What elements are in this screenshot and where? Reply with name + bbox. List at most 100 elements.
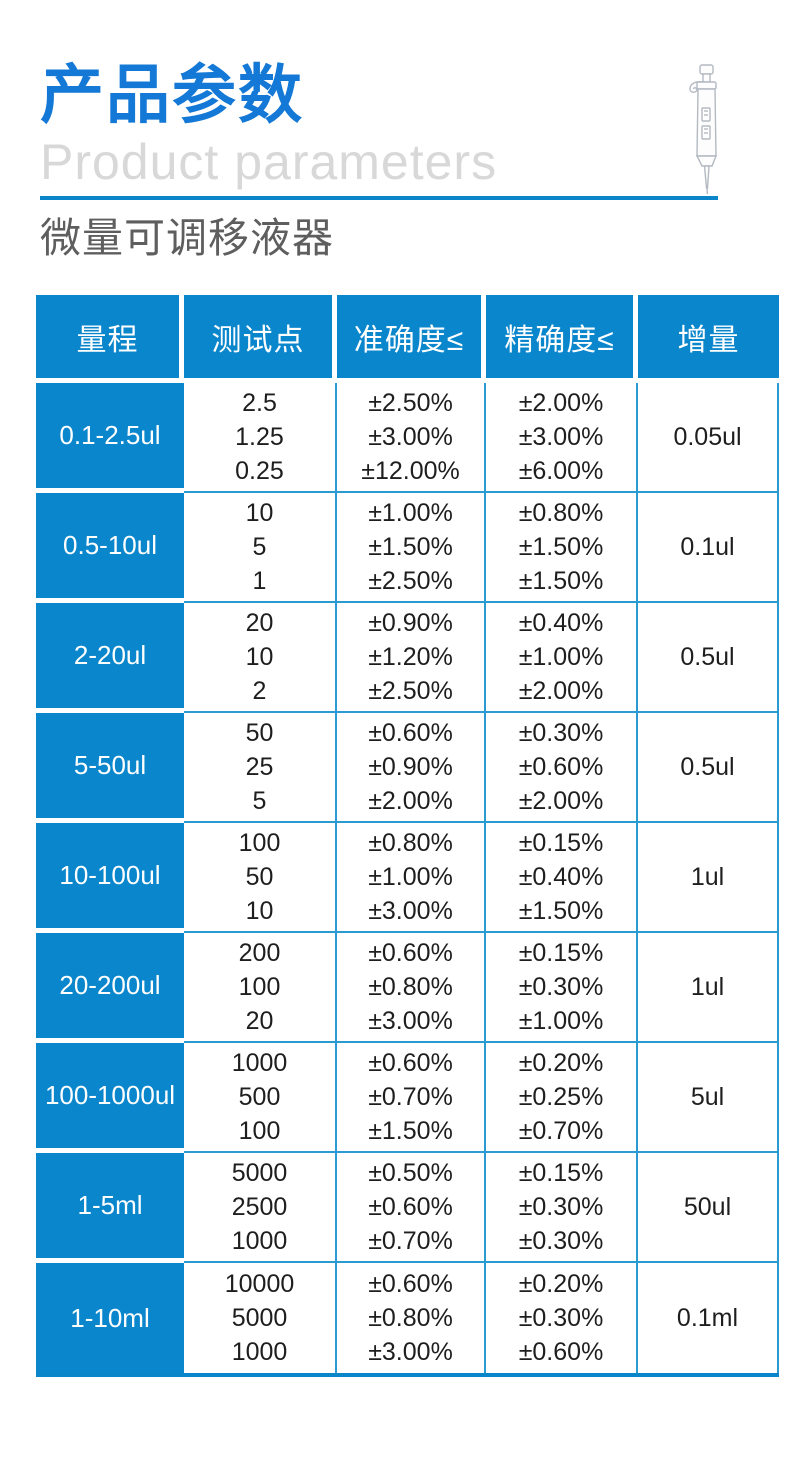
precision-value: ±0.25% <box>518 1083 604 1111</box>
test-point-value: 10 <box>245 499 274 527</box>
accuracy-cell: ±2.50% ±3.00% ±12.00% <box>337 383 486 493</box>
increment-cell: 0.1ml <box>638 1263 779 1373</box>
precision-cell: ±0.20% ±0.25% ±0.70% <box>486 1043 638 1153</box>
test-points-cell: 200 100 20 <box>184 933 337 1043</box>
increment-cell: 0.05ul <box>638 383 779 493</box>
page-title: 产品参数 <box>40 59 304 131</box>
product-name: 微量可调移液器 <box>40 215 334 261</box>
precision-value: ±0.20% <box>518 1049 604 1077</box>
accuracy-value: ±0.60% <box>368 1270 453 1298</box>
range-cell: 2-20ul <box>36 603 184 713</box>
precision-value: ±1.00% <box>518 643 604 671</box>
accuracy-value: ±3.00% <box>368 1007 453 1035</box>
accuracy-value: ±1.20% <box>368 643 453 671</box>
test-point-value: 50 <box>245 719 274 747</box>
accuracy-value: ±0.80% <box>368 829 453 857</box>
test-point-value: 10 <box>245 643 274 671</box>
test-point-value: 50 <box>245 863 274 891</box>
test-points-cell: 10000 5000 1000 <box>184 1263 337 1373</box>
precision-cell: ±0.20% ±0.30% ±0.60% <box>486 1263 638 1373</box>
test-point-value: 200 <box>238 939 281 967</box>
precision-value: ±1.50% <box>518 897 604 925</box>
header-cell-range: 量程 <box>36 295 184 383</box>
test-point-value: 100 <box>238 1117 281 1145</box>
test-point-value: 2 <box>252 677 267 705</box>
accuracy-value: ±1.00% <box>368 863 453 891</box>
range-cell: 20-200ul <box>36 933 184 1043</box>
precision-value: ±1.00% <box>518 1007 604 1035</box>
accuracy-cell: ±0.90% ±1.20% ±2.50% <box>337 603 486 713</box>
test-point-value: 5 <box>252 787 267 815</box>
precision-cell: ±0.30% ±0.60% ±2.00% <box>486 713 638 823</box>
precision-value: ±0.15% <box>518 1159 604 1187</box>
precision-value: ±3.00% <box>518 423 604 451</box>
test-points-cell: 50 25 5 <box>184 713 337 823</box>
precision-value: ±1.50% <box>518 567 604 595</box>
accuracy-cell: ±0.60% ±0.80% ±3.00% <box>337 1263 486 1373</box>
increment-cell: 1ul <box>638 933 779 1043</box>
test-point-value: 100 <box>238 973 281 1001</box>
spec-table: 量程 测试点 准确度≤ 精确度≤ 增量 0.1-2.5ul 2.5 1.25 0… <box>36 295 779 1377</box>
test-points-cell: 2.5 1.25 0.25 <box>184 383 337 493</box>
precision-value: ±0.60% <box>518 753 604 781</box>
increment-cell: 0.5ul <box>638 713 779 823</box>
precision-value: ±0.40% <box>518 863 604 891</box>
range-cell: 0.5-10ul <box>36 493 184 603</box>
test-point-value: 1.25 <box>235 423 284 451</box>
range-cell: 100-1000ul <box>36 1043 184 1153</box>
header-cell-testpoint: 测试点 <box>184 295 337 383</box>
accuracy-cell: ±1.00% ±1.50% ±2.50% <box>337 493 486 603</box>
accuracy-value: ±0.60% <box>368 719 453 747</box>
precision-value: ±0.60% <box>518 1338 604 1366</box>
accuracy-cell: ±0.80% ±1.00% ±3.00% <box>337 823 486 933</box>
accuracy-value: ±0.60% <box>368 1049 453 1077</box>
precision-value: ±1.50% <box>518 533 604 561</box>
precision-cell: ±0.15% ±0.30% ±0.30% <box>486 1153 638 1263</box>
accuracy-value: ±1.50% <box>368 1117 453 1145</box>
precision-value: ±0.20% <box>518 1270 604 1298</box>
accuracy-value: ±2.50% <box>368 567 453 595</box>
header-cell-increment: 增量 <box>638 295 779 383</box>
test-point-value: 5 <box>252 533 267 561</box>
precision-value: ±0.15% <box>518 829 604 857</box>
precision-value: ±2.00% <box>518 787 604 815</box>
test-point-value: 2.5 <box>242 389 277 417</box>
accuracy-value: ±3.00% <box>368 1338 453 1366</box>
precision-cell: ±0.80% ±1.50% ±1.50% <box>486 493 638 603</box>
page-subtitle-en: Product parameters <box>40 134 498 190</box>
precision-cell: ±0.15% ±0.30% ±1.00% <box>486 933 638 1043</box>
test-point-value: 1000 <box>231 1049 288 1077</box>
precision-value: ±0.80% <box>518 499 604 527</box>
increment-cell: 0.1ul <box>638 493 779 603</box>
precision-value: ±0.30% <box>518 719 604 747</box>
test-point-value: 20 <box>245 609 274 637</box>
increment-cell: 50ul <box>638 1153 779 1263</box>
test-points-cell: 20 10 2 <box>184 603 337 713</box>
range-cell: 10-100ul <box>36 823 184 933</box>
test-points-cell: 1000 500 100 <box>184 1043 337 1153</box>
accuracy-value: ±1.00% <box>368 499 453 527</box>
accuracy-value: ±0.80% <box>368 1304 453 1332</box>
accuracy-cell: ±0.60% ±0.90% ±2.00% <box>337 713 486 823</box>
precision-value: ±0.40% <box>518 609 604 637</box>
test-point-value: 5000 <box>231 1159 288 1187</box>
accuracy-value: ±0.60% <box>368 939 453 967</box>
test-point-value: 0.25 <box>235 457 284 485</box>
precision-cell: ±0.15% ±0.40% ±1.50% <box>486 823 638 933</box>
accuracy-value: ±3.00% <box>368 423 453 451</box>
pipette-icon <box>689 64 718 195</box>
accuracy-value: ±0.90% <box>368 609 453 637</box>
accuracy-cell: ±0.60% ±0.70% ±1.50% <box>337 1043 486 1153</box>
precision-value: ±2.00% <box>518 389 604 417</box>
accuracy-value: ±3.00% <box>368 897 453 925</box>
precision-value: ±0.15% <box>518 939 604 967</box>
accuracy-value: ±12.00% <box>361 457 460 485</box>
test-point-value: 1 <box>252 567 267 595</box>
precision-value: ±6.00% <box>518 457 604 485</box>
test-point-value: 20 <box>245 1007 274 1035</box>
precision-value: ±0.30% <box>518 1193 604 1221</box>
range-cell: 1-5ml <box>36 1153 184 1263</box>
increment-cell: 5ul <box>638 1043 779 1153</box>
test-point-value: 100 <box>238 829 281 857</box>
range-cell: 0.1-2.5ul <box>36 383 184 493</box>
